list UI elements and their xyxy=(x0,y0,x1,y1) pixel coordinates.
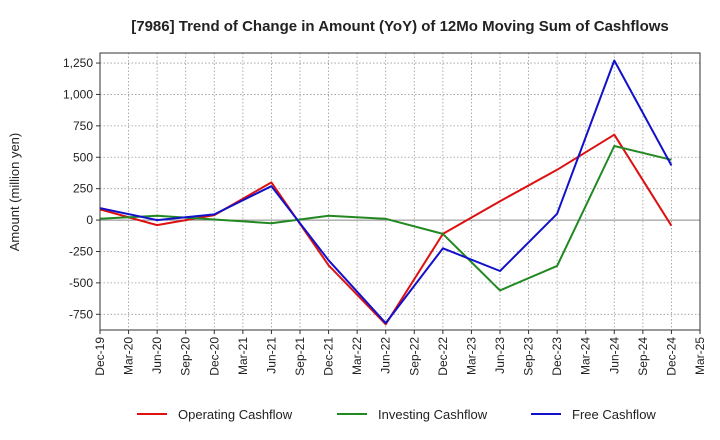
legend-item: Free Cashflow xyxy=(531,407,656,422)
x-tick-label: Mar-20 xyxy=(122,337,136,375)
y-tick-label: 0 xyxy=(86,213,93,227)
x-tick-label: Sep-21 xyxy=(293,337,307,376)
x-tick-label: Dec-22 xyxy=(436,337,450,376)
plot-area xyxy=(99,52,701,331)
y-tick-label: -250 xyxy=(69,244,93,258)
grid xyxy=(99,53,701,330)
x-tick-label: Dec-24 xyxy=(664,337,678,376)
y-tick-label: 250 xyxy=(73,182,93,196)
x-tick-label: Jun-20 xyxy=(150,337,164,374)
x-tick-label: Dec-23 xyxy=(550,337,564,376)
y-tick-label: 1,000 xyxy=(63,87,93,101)
legend-item: Investing Cashflow xyxy=(337,407,488,422)
x-tick-labels: Dec-19 Mar-20 Jun-20 Sep-20 Dec-20 Mar-21 Jun-… xyxy=(93,330,707,376)
x-tick-label: Mar-21 xyxy=(236,337,250,375)
legend-label: Operating Cashflow xyxy=(178,407,293,422)
x-tick-label: Sep-23 xyxy=(522,337,536,376)
legend-label: Investing Cashflow xyxy=(378,407,488,422)
x-tick-label: Sep-22 xyxy=(407,337,421,376)
legend: Operating Cashflow Investing Cashflow Free… xyxy=(137,407,656,422)
y-axis-label: Amount (million yen) xyxy=(7,133,22,252)
legend-item: Operating Cashflow xyxy=(137,407,293,422)
x-tick-label: Jun-21 xyxy=(264,337,278,374)
chart-title: [7986] Trend of Change in Amount (YoY) o… xyxy=(131,18,669,35)
y-tick-labels: -750 -500 -250 0 250 500 750 1,000 1,250 xyxy=(63,56,100,321)
x-tick-label: Jun-24 xyxy=(607,337,621,374)
y-tick-label: 1,250 xyxy=(63,56,93,70)
x-tick-label: Mar-25 xyxy=(693,337,707,375)
x-tick-label: Mar-23 xyxy=(464,337,478,375)
legend-label: Free Cashflow xyxy=(572,407,656,422)
x-tick-label: Mar-22 xyxy=(350,337,364,375)
x-tick-label: Dec-21 xyxy=(322,337,336,376)
series-line-investing-cashflow xyxy=(99,145,672,292)
y-tick-label: 500 xyxy=(73,150,93,164)
x-tick-label: Dec-20 xyxy=(207,337,221,376)
series-line-free-cashflow xyxy=(99,59,673,325)
y-tick-label: 750 xyxy=(73,119,93,133)
y-tick-label: -500 xyxy=(69,276,93,290)
x-tick-label: Sep-24 xyxy=(636,337,650,376)
x-tick-label: Mar-24 xyxy=(579,337,593,375)
x-tick-label: Jun-22 xyxy=(379,337,393,374)
series-layer xyxy=(99,59,673,326)
x-tick-label: Sep-20 xyxy=(179,337,193,376)
x-tick-label: Jun-23 xyxy=(493,337,507,374)
y-tick-label: -750 xyxy=(69,307,93,321)
x-tick-label: Dec-19 xyxy=(93,337,107,376)
